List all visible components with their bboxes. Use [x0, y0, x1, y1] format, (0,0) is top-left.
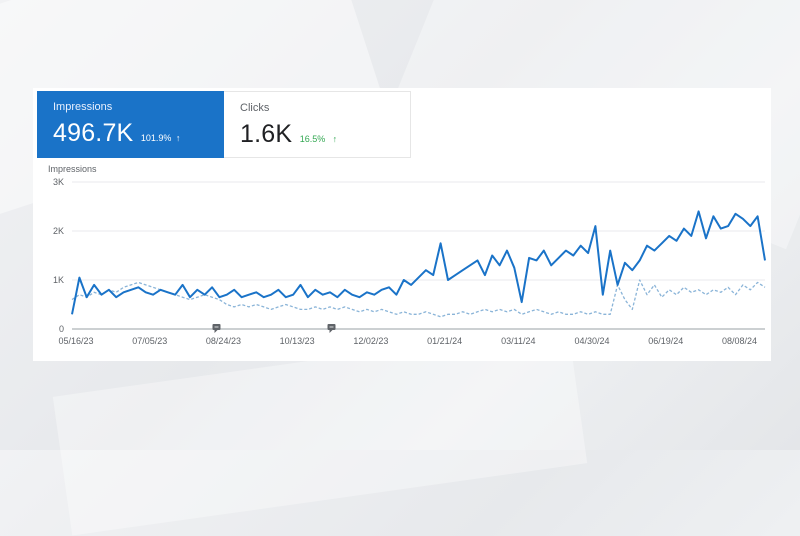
chart-annotations	[212, 324, 336, 333]
impressions-change: 101.9%	[140, 133, 172, 143]
clicks-card[interactable]: Clicks 1.6K 16.5% ↑	[224, 91, 411, 158]
impressions-metric-row: 496.7K 101.9% ↑	[53, 119, 208, 148]
performance-panel: Impressions 496.7K 101.9% ↑ Clicks 1.6K …	[33, 88, 771, 361]
y-tick-label: 0	[59, 324, 64, 334]
arrow-up-icon: ↑	[175, 133, 181, 143]
x-tick-label: 10/13/23	[280, 336, 315, 346]
clicks-change: 16.5%	[299, 134, 326, 144]
x-tick-label: 05/16/23	[58, 336, 93, 346]
y-axis-title: Impressions	[48, 164, 97, 174]
chart-grid	[72, 181, 765, 330]
clicks-label: Clicks	[240, 102, 270, 114]
comment-icon[interactable]	[212, 324, 221, 333]
impressions-chart: Impressions 0 1K 2K 3K 05/16/23 07/05/23 08/24…	[48, 164, 766, 346]
x-tick-label: 01/21/24	[427, 336, 462, 346]
x-tick-label: 08/24/23	[206, 336, 241, 346]
clicks-value: 1.6K	[240, 120, 293, 148]
x-tick-label: 08/08/24	[722, 336, 757, 346]
impressions-value: 496.7K	[53, 119, 134, 147]
clicks-metric-row: 1.6K 16.5% ↑	[240, 120, 394, 149]
x-tick-label: 03/11/24	[501, 336, 535, 346]
chart-series	[71, 210, 766, 318]
comment-icon[interactable]	[327, 324, 336, 333]
x-tick-label: 07/05/23	[132, 336, 167, 346]
y-tick-label: 1K	[53, 275, 64, 285]
x-tick-label: 04/30/24	[575, 336, 610, 346]
y-tick-label: 3K	[53, 177, 64, 187]
x-tick-label: 12/02/23	[353, 336, 388, 346]
impressions-line	[71, 210, 766, 315]
impressions-card[interactable]: Impressions 496.7K 101.9% ↑	[37, 91, 224, 158]
previous-period-line	[71, 279, 766, 318]
impressions-label: Impressions	[53, 101, 113, 113]
arrow-up-icon: ↑	[332, 134, 338, 144]
chart-tick-labels: 0 1K 2K 3K 05/16/23 07/05/23 08/24/23 10/13/23 1…	[53, 177, 757, 346]
y-tick-label: 2K	[53, 226, 64, 236]
x-tick-label: 06/19/24	[648, 336, 683, 346]
